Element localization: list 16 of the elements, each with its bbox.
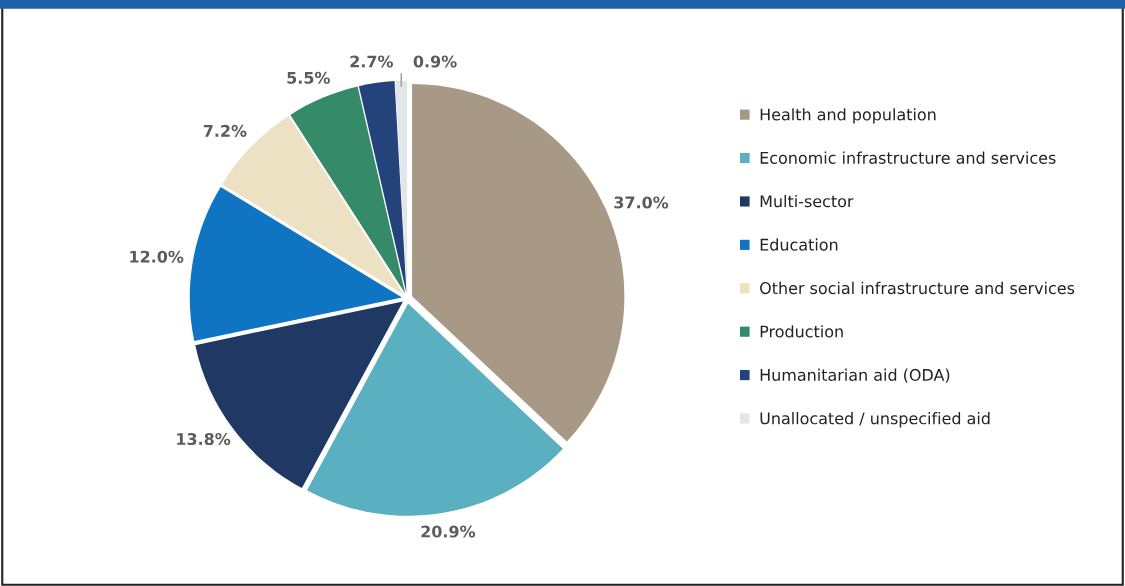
legend-label: Education bbox=[760, 238, 838, 251]
data-label: 13.8% bbox=[177, 432, 231, 446]
legend-label: Other social infrastructure and services bbox=[760, 281, 1075, 295]
data-label: 12.0% bbox=[130, 250, 184, 263]
legend-label: Production bbox=[760, 325, 843, 338]
legend-label: Health and population bbox=[760, 108, 936, 124]
data-label: 5.5% bbox=[287, 71, 330, 84]
data-label: 37.0% bbox=[614, 196, 669, 209]
data-label: 0.9% bbox=[413, 55, 457, 68]
legend-label: Humanitarian aid (ODA) bbox=[760, 368, 950, 383]
legend-label: Unallocated / unspecified aid bbox=[760, 412, 990, 428]
data-label: 20.9% bbox=[421, 525, 476, 538]
data-label: 7.2% bbox=[203, 124, 247, 137]
data-label: 2.7% bbox=[350, 55, 393, 68]
legend-label: Multi-sector bbox=[760, 194, 854, 208]
legend-label: Economic infrastructure and services bbox=[760, 151, 1056, 164]
